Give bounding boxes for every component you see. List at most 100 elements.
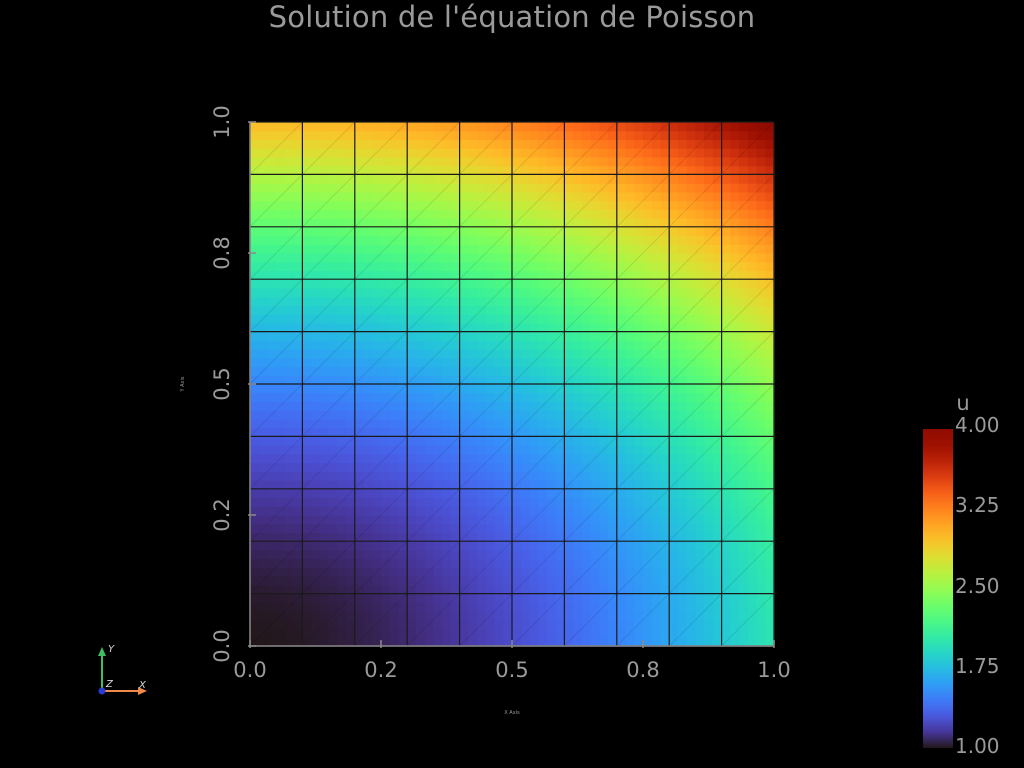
mesh-cell: [756, 270, 766, 280]
mesh-cell: [730, 506, 740, 516]
mesh-cell: [293, 619, 303, 630]
mesh-cell: [389, 148, 400, 158]
mesh-cell: [686, 576, 696, 586]
mesh-cell: [276, 418, 286, 429]
mesh-cell: [477, 305, 487, 315]
mesh-cell: [695, 279, 705, 289]
mesh-cell: [756, 515, 766, 525]
mesh-cell: [450, 532, 461, 542]
mesh-cell: [372, 366, 382, 376]
mesh-cell: [643, 427, 653, 437]
mesh-cell: [503, 488, 513, 499]
mesh-cell: [468, 427, 478, 437]
mesh-cell: [337, 139, 347, 149]
mesh-cell: [651, 314, 662, 324]
mesh-cell: [721, 462, 731, 472]
mesh-cell: [730, 226, 740, 237]
mesh-diagonal: [721, 121, 775, 175]
mesh-cell: [363, 515, 373, 525]
mesh-cell: [512, 174, 522, 184]
mesh-cell: [756, 244, 766, 254]
mesh-cell: [608, 226, 618, 237]
mesh-cell: [424, 418, 434, 429]
mesh-cell: [546, 340, 557, 350]
mesh-cell: [494, 183, 504, 193]
mesh-cell: [721, 139, 731, 149]
mesh-cell: [389, 401, 400, 411]
mesh-cell: [328, 130, 338, 141]
mesh-cell: [555, 532, 565, 542]
mesh-cell: [538, 619, 548, 630]
mesh-cell: [747, 462, 758, 472]
mesh-cell: [512, 270, 522, 280]
mesh-cell: [739, 183, 749, 193]
mesh-cell: [599, 218, 609, 228]
mesh-cell: [643, 279, 653, 289]
mesh-cell: [555, 174, 565, 184]
mesh-cell: [468, 253, 478, 263]
mesh-cell: [756, 427, 766, 437]
mesh-cell: [695, 471, 705, 481]
mesh-cell: [677, 305, 688, 315]
mesh-cell: [503, 191, 513, 202]
mesh-cell: [363, 471, 373, 481]
mesh-cell: [660, 619, 670, 630]
mesh-cell: [677, 331, 688, 341]
mesh-cell: [721, 209, 731, 219]
mesh-cell: [520, 445, 531, 455]
mesh-cell: [302, 453, 312, 464]
mesh-cell: [616, 497, 627, 507]
mesh-cell: [608, 506, 618, 516]
mesh-cell: [573, 418, 583, 429]
mesh-cell: [381, 541, 391, 551]
mesh-cell: [250, 253, 260, 263]
mesh-cell: [573, 375, 583, 385]
mesh-cell: [328, 567, 338, 577]
mesh-cell: [442, 401, 452, 411]
mesh-cell: [433, 261, 443, 272]
mesh-cell: [319, 139, 330, 149]
mesh-cell: [381, 218, 391, 228]
mesh-cell: [712, 148, 723, 158]
mesh-cell: [573, 139, 583, 149]
mesh-cell: [477, 576, 487, 586]
mesh-cell: [363, 436, 373, 446]
mesh-cell: [660, 122, 670, 132]
mesh-cell: [686, 244, 696, 254]
mesh-cell: [765, 226, 775, 237]
mesh-cell: [634, 253, 644, 263]
mesh-cell: [494, 349, 504, 359]
mesh-cell: [407, 270, 417, 280]
mesh-cell: [407, 567, 417, 577]
mesh-cell: [529, 305, 539, 315]
mesh-diagonal: [459, 593, 513, 647]
mesh-cell: [747, 279, 758, 289]
mesh-cell: [520, 226, 531, 237]
mesh-cell: [442, 305, 452, 315]
mesh-cell: [625, 384, 635, 394]
mesh-cell: [459, 261, 469, 272]
mesh-cell: [599, 279, 609, 289]
mesh-cell: [415, 619, 426, 630]
mesh-cell: [442, 340, 452, 350]
mesh-cell: [739, 619, 749, 630]
mesh-cell: [389, 357, 400, 368]
mesh-cell: [564, 340, 574, 350]
mesh-cell: [450, 340, 461, 350]
mesh-cell: [276, 183, 286, 193]
mesh-cell: [555, 122, 565, 132]
mesh-cell: [634, 619, 644, 630]
mesh-cell: [712, 541, 723, 551]
mesh-cell: [407, 392, 417, 403]
mesh-cell: [363, 253, 373, 263]
mesh-cell: [564, 445, 574, 455]
mesh-cell: [494, 523, 504, 534]
mesh-cell: [250, 436, 260, 446]
mesh-cell: [625, 174, 635, 184]
mesh-cell: [389, 235, 400, 245]
mesh-cell: [555, 191, 565, 202]
mesh-cell: [337, 549, 347, 560]
mesh-cell: [590, 436, 600, 446]
mesh-cell: [267, 410, 277, 420]
